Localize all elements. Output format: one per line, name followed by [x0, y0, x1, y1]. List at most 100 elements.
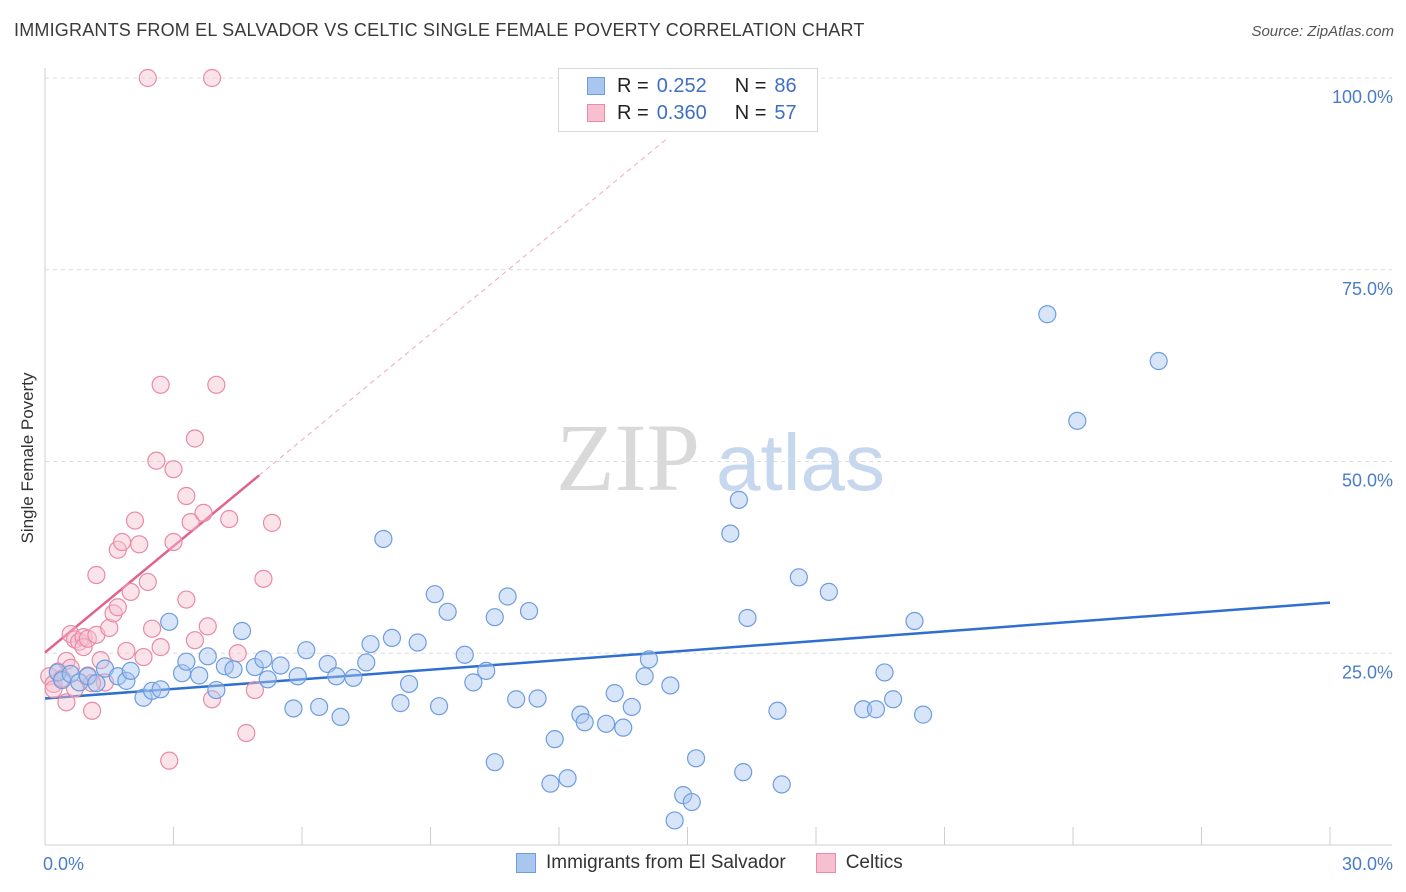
data-point: [130, 535, 149, 554]
data-point: [455, 645, 474, 664]
data-point: [875, 663, 894, 682]
data-point: [382, 628, 402, 648]
data-point: [228, 644, 247, 663]
data-point: [913, 705, 933, 724]
data-point: [151, 375, 170, 394]
legend-n-value: 57: [774, 101, 797, 124]
data-point: [1038, 305, 1057, 324]
data-point: [485, 608, 504, 627]
data-point: [357, 653, 376, 672]
data-point: [297, 641, 316, 660]
chart-title: IMMIGRANTS FROM EL SALVADOR VS CELTIC SI…: [14, 20, 865, 40]
legend-r-value: 0.252: [656, 74, 707, 97]
chart-source: Source: ZipAtlas.com: [1251, 23, 1394, 40]
watermark-zip: ZIP: [556, 404, 700, 511]
data-point: [768, 701, 787, 720]
y-tick-label: 100.0%: [1332, 87, 1393, 107]
data-point: [117, 671, 136, 690]
data-point: [117, 641, 136, 661]
data-point: [125, 511, 145, 530]
series-legend-el-salvador[interactable]: Immigrants from El Salvador: [516, 852, 786, 874]
series-swatch-pink: [815, 853, 836, 873]
data-point: [202, 68, 222, 88]
legend-row-el-salvador: R = 0.252 N = 86: [587, 73, 797, 99]
legend-r-value: 0.360: [656, 101, 707, 124]
data-point: [1149, 351, 1168, 371]
data-point: [262, 513, 282, 532]
data-point: [738, 608, 757, 628]
data-point: [605, 684, 624, 703]
y-tick-label: 50.0%: [1342, 471, 1393, 491]
data-point: [682, 792, 701, 812]
data-point: [134, 647, 153, 667]
data-point: [74, 638, 93, 657]
data-point: [408, 633, 427, 652]
series-label: Immigrants from El Salvador: [546, 852, 786, 873]
data-point: [545, 730, 564, 749]
series-legend-celtics[interactable]: Celtics: [815, 852, 903, 874]
x-tick-label: 30.0%: [1342, 854, 1393, 874]
data-point: [112, 532, 132, 552]
data-point: [190, 666, 209, 685]
legend-n-label: N =: [734, 74, 767, 97]
data-point: [78, 629, 97, 648]
data-point: [425, 585, 444, 604]
data-point: [177, 652, 196, 671]
data-point: [224, 660, 243, 679]
legend-swatch-blue: [587, 77, 605, 95]
data-point: [541, 774, 560, 793]
data-point: [519, 601, 539, 621]
data-point: [160, 612, 179, 631]
data-point: [1068, 411, 1087, 430]
tick-labels: 25.0% 50.0% 75.0% 100.0% 0.0% 30.0%: [43, 87, 1393, 874]
watermark: ZIP atlas: [556, 404, 885, 511]
data-point: [477, 661, 496, 680]
y-tick-label: 25.0%: [1342, 662, 1393, 682]
data-point: [318, 654, 337, 674]
data-point: [429, 697, 449, 716]
data-point: [374, 529, 393, 549]
data-point: [310, 697, 329, 717]
data-point: [391, 694, 410, 713]
data-point: [121, 661, 140, 680]
data-point: [121, 582, 140, 601]
data-point: [198, 647, 217, 666]
data-point: [614, 718, 633, 737]
data-point: [258, 670, 277, 689]
data-point: [558, 769, 577, 788]
data-point: [87, 565, 106, 585]
legend-r-label: R =: [617, 74, 649, 97]
watermark-atlas: atlas: [716, 418, 885, 507]
data-point: [635, 667, 654, 686]
data-point: [100, 618, 119, 638]
trend-extension: [258, 138, 667, 476]
legend-swatch-pink: [587, 104, 605, 122]
grid-lines: [45, 77, 1392, 654]
x-tick-label: 0.0%: [43, 854, 84, 874]
data-point: [147, 451, 166, 470]
data-point: [639, 650, 659, 669]
data-point: [661, 676, 680, 695]
legend-r-label: R =: [617, 101, 649, 124]
y-tick-label: 75.0%: [1342, 279, 1393, 299]
series-legend: Immigrants from El Salvador Celtics: [516, 852, 933, 874]
data-point: [622, 697, 641, 717]
data-point: [142, 619, 162, 638]
data-point: [866, 700, 886, 719]
data-point: [575, 713, 594, 732]
data-point: [177, 590, 196, 609]
data-point: [185, 429, 205, 448]
legend-n-label: N =: [734, 101, 767, 124]
data-point: [177, 486, 196, 506]
data-point: [665, 811, 684, 830]
data-point: [245, 680, 264, 700]
data-point: [344, 668, 363, 687]
data-point: [83, 701, 102, 720]
data-point: [164, 460, 183, 479]
data-point: [194, 503, 213, 522]
data-point: [207, 680, 226, 700]
data-point: [237, 723, 256, 743]
series-swatch-blue: [516, 853, 536, 873]
trend-line: [44, 474, 260, 654]
